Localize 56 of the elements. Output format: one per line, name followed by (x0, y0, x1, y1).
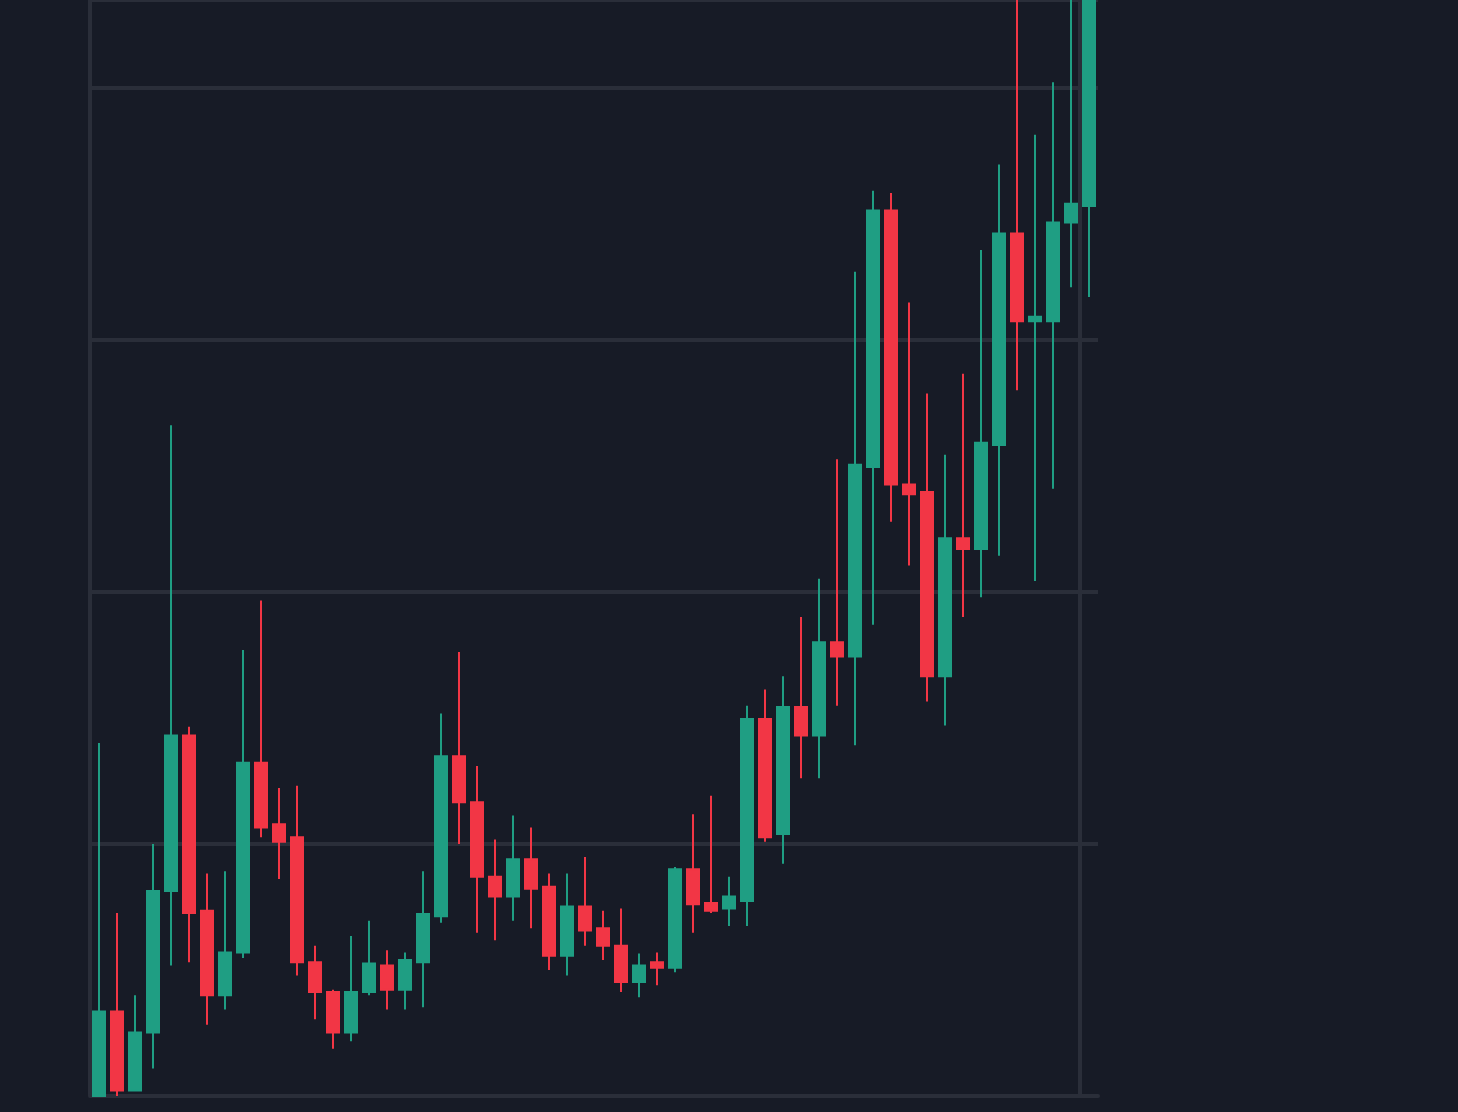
candlestick (938, 453, 952, 727)
candlestick (1028, 133, 1042, 582)
candlestick (398, 951, 412, 1011)
candlestick (1010, 0, 1024, 392)
candlestick (434, 712, 448, 924)
candlestick (290, 784, 304, 977)
candlestick (848, 270, 862, 747)
candlestick (614, 907, 628, 993)
candlestick (380, 949, 394, 1011)
candlestick (956, 372, 970, 619)
candlestick (362, 919, 376, 997)
candlestick (560, 872, 574, 977)
candlestick (866, 189, 880, 626)
candlestick (542, 872, 556, 971)
candlestick (236, 648, 250, 959)
candlestick (758, 688, 772, 843)
candlestick (776, 675, 790, 865)
candlestick (218, 870, 232, 1011)
candlestick (452, 651, 466, 845)
candlestick (488, 838, 502, 942)
candlestick (254, 599, 268, 839)
candlestick (722, 875, 736, 928)
candlestick (1046, 81, 1060, 490)
candlestick (596, 909, 610, 962)
candlestick (902, 301, 916, 567)
candlestick (128, 994, 142, 1092)
candlestick (344, 934, 358, 1043)
candlestick (182, 725, 196, 964)
candlestick (506, 814, 520, 922)
candlestick (632, 952, 646, 999)
candlestick (164, 424, 178, 967)
candlestick (794, 616, 808, 780)
candlestick (740, 704, 754, 928)
candlestick (830, 458, 844, 707)
candlestick (974, 248, 988, 599)
candlestick (524, 826, 538, 930)
candlestick (146, 842, 160, 1070)
candlestick (200, 872, 214, 1026)
candlestick (704, 794, 718, 914)
candlestick (650, 951, 664, 987)
candlestick (92, 742, 106, 1097)
candlestick (578, 856, 592, 947)
candlestick (470, 765, 484, 934)
candlestick (308, 944, 322, 1021)
candlestick (812, 577, 826, 780)
candlestick (686, 813, 700, 934)
candlestick (668, 865, 682, 974)
candlestick (272, 787, 286, 880)
candlestick (110, 911, 124, 1097)
candlestick (416, 870, 430, 1009)
candlestick (992, 163, 1006, 557)
candlestick (920, 392, 934, 703)
candlestick (884, 191, 898, 523)
candlestick (1082, 0, 1096, 299)
candlestick (326, 988, 340, 1050)
candlestick (1064, 0, 1078, 289)
